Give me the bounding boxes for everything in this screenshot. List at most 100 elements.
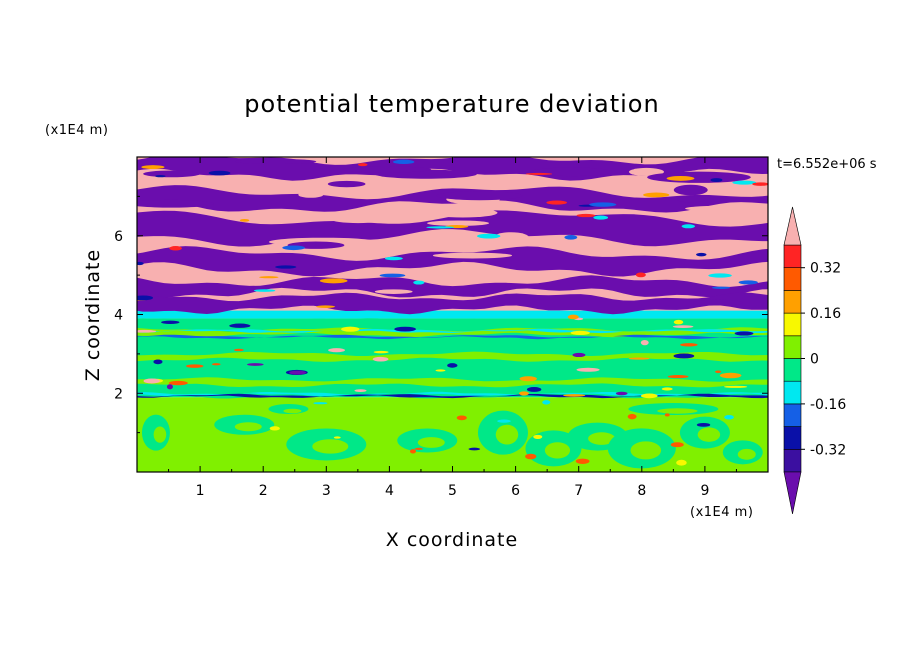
colorbar-label: 0.32	[810, 261, 841, 277]
contour-patch	[357, 163, 368, 167]
contour-patch	[711, 286, 731, 289]
contour-line	[137, 313, 768, 319]
contour-band	[137, 351, 768, 362]
contour-patch	[161, 320, 180, 325]
contour-patch	[328, 348, 345, 353]
contour-patch	[647, 171, 751, 183]
colorbar-segment	[783, 312, 802, 337]
colorbar-label: 0.16	[810, 306, 841, 322]
contour-patch	[672, 325, 694, 328]
contour-patch	[313, 402, 328, 405]
contour-patch	[409, 449, 416, 454]
contour-band-min	[137, 275, 768, 298]
contour-patch	[343, 166, 432, 173]
contour-patch	[235, 158, 317, 165]
contour-patch	[253, 289, 276, 292]
contour-patch	[414, 447, 423, 450]
y-tick-label: 6	[114, 229, 123, 245]
contour-patch	[432, 252, 513, 259]
contour-patch	[525, 453, 537, 460]
contour-patch	[710, 178, 723, 183]
contour-patch	[211, 363, 221, 366]
contour-patch	[615, 391, 628, 396]
contour-patch	[259, 276, 279, 279]
x-tick-label: 7	[574, 483, 583, 499]
contour-patch	[673, 319, 684, 325]
x-tick-label: 6	[511, 483, 520, 499]
contour-patch	[544, 442, 571, 459]
contour-patch	[374, 289, 413, 294]
colorbar-label: -0.16	[810, 397, 846, 413]
contour-patch	[661, 387, 673, 391]
contour-patch	[593, 215, 609, 220]
colorbar-segment	[783, 448, 802, 473]
contour-patch	[153, 426, 167, 443]
contour-patch	[519, 376, 537, 382]
contour-patch	[413, 280, 425, 285]
contour-patch	[697, 427, 721, 442]
contour-patch	[589, 202, 617, 207]
contour-patch	[738, 280, 758, 285]
contour-patch	[247, 363, 264, 366]
contour-patch	[427, 220, 490, 226]
contour-line	[137, 328, 768, 334]
contour-patch	[298, 191, 324, 198]
contour-patch	[546, 200, 568, 205]
contour-patch	[630, 441, 662, 460]
contour-patch	[681, 224, 696, 229]
y-axis-label: Z coordinate	[82, 249, 104, 381]
contour-patch	[670, 442, 684, 448]
x-axis-label: X coordinate	[386, 529, 518, 551]
colorbar-segment	[783, 335, 802, 359]
colorbar-extend-max	[783, 206, 802, 246]
colorbar-segment	[783, 403, 802, 427]
contour-line	[137, 391, 768, 397]
contour-patch	[567, 314, 579, 320]
contour-patch	[676, 459, 687, 466]
x-tick-label: 5	[448, 483, 457, 499]
contour-patch	[518, 391, 529, 396]
contour-patch	[384, 256, 403, 261]
contour-patch	[331, 215, 386, 224]
colorbar: 0.32 0.16 0 -0.16 -0.32	[783, 206, 846, 515]
contour-band	[137, 318, 768, 328]
contour-patch	[468, 447, 481, 451]
contour-patch	[628, 357, 650, 360]
contour-patch	[664, 413, 670, 417]
contour-patch	[525, 172, 553, 175]
contour-patch	[260, 182, 319, 192]
contour-patch	[137, 295, 154, 301]
contour-patch	[752, 182, 768, 186]
contour-patch	[143, 378, 160, 384]
contour-patch	[575, 458, 590, 464]
x-tick-label: 9	[700, 483, 709, 499]
contour-patch	[526, 387, 542, 392]
contour-patch	[533, 434, 543, 439]
x-tick-label: 1	[196, 483, 205, 499]
contour-patch	[229, 323, 251, 328]
contour-patch	[576, 367, 600, 372]
contour-line	[137, 393, 768, 399]
contour-patch	[436, 191, 523, 201]
colorbar-segment	[783, 267, 802, 291]
x-tick-label: 2	[259, 483, 268, 499]
contour-patch	[456, 415, 467, 421]
contour-patch	[719, 372, 742, 379]
contour-patch	[737, 448, 756, 460]
contour-patch	[570, 330, 590, 335]
contour-patch	[643, 192, 670, 198]
colorbar-segment	[783, 244, 802, 269]
colorbar-segment	[783, 380, 802, 405]
contour-patch	[732, 180, 757, 185]
contour-patch	[169, 246, 182, 251]
contour-patch	[426, 226, 455, 229]
contour-patch	[447, 363, 458, 368]
contour-patch	[497, 419, 511, 423]
contour-patch	[685, 205, 756, 212]
contour-patch	[327, 180, 366, 188]
contour-patch	[495, 424, 519, 445]
contour-patch	[341, 326, 360, 332]
plot-area	[137, 157, 768, 472]
contour-patch	[564, 235, 578, 240]
